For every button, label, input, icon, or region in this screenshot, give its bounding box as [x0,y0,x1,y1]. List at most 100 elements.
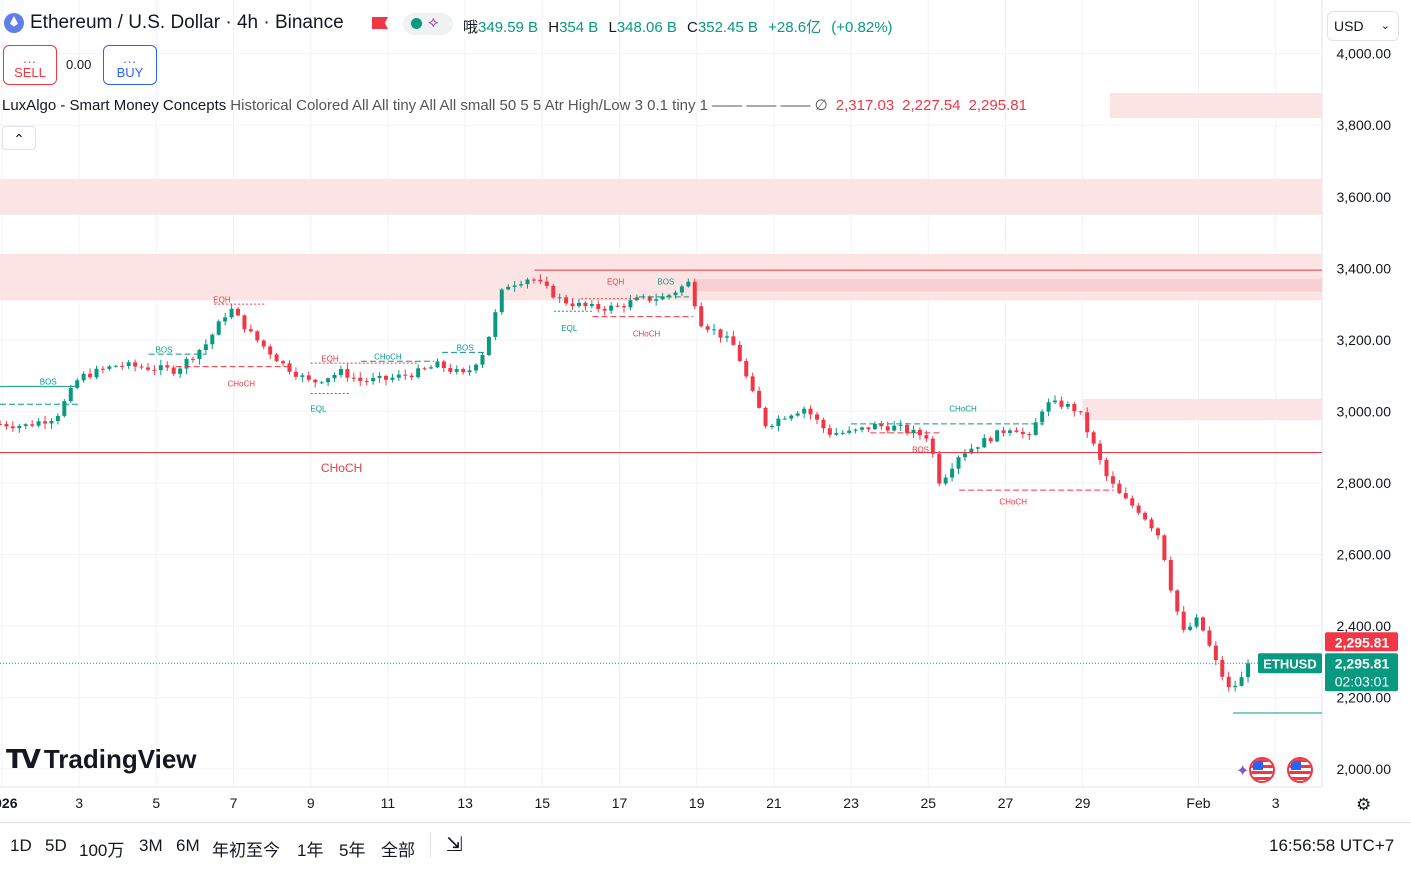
candle-body [165,365,170,368]
ohlc-change-percent: (+0.82%) [831,19,893,36]
alert-price-text: 2,295.81 [1335,634,1390,650]
candle-body [158,365,163,371]
last-price-badge [1325,653,1398,692]
candle-body [467,370,472,373]
candle-body [120,365,125,367]
us-event-flag-icon[interactable] [1249,757,1275,783]
range-1y-button[interactable]: 1年 [297,841,324,860]
range-3m-button[interactable]: 3M [139,836,163,855]
us-event-flag-icon[interactable] [1287,757,1313,783]
flag-icon[interactable] [372,17,388,29]
price-chart[interactable]: CHoCH BOS BOS CHoCH EQH EQH CHoCH EQL BOS EQH BOS E… [0,0,1411,822]
currency-label: USD [1334,18,1364,34]
last-price-text: 2,295.81 [1335,655,1390,671]
smc-supply-zone [1082,398,1322,421]
smc-label: CHoCH [633,329,661,338]
candle-body [461,369,466,373]
candle-body [377,375,382,378]
candle-body [248,329,253,332]
range-6m-button[interactable]: 6M [176,836,200,855]
candle-body [615,305,620,307]
time-axis-label: 3 [75,795,83,811]
range-ytd-button[interactable]: 年初至今 [212,841,280,860]
candle-body [1168,560,1173,591]
range-all-button[interactable]: 全部 [381,841,415,860]
candle-body [190,358,195,360]
symbol-label-text: ETHUSD [1263,656,1316,671]
price-axis-label: 4,000.00 [1337,46,1392,62]
candle-body [409,375,414,378]
candle-body [815,414,819,420]
candle-body [647,296,652,301]
collapse-legend-button[interactable]: ⌃ [2,126,36,150]
candle-body [1091,432,1096,444]
candle-body [1213,645,1218,660]
candle-body [1117,483,1122,494]
range-5y-button[interactable]: 5年 [339,841,366,860]
smc-label: EQL [310,404,327,413]
ohlc-change-value: +28.6亿 [768,19,822,36]
candle-body [724,336,729,338]
candle-body [358,377,363,382]
candle-body [486,336,491,356]
candle-body [782,418,787,420]
tradingview-logo[interactable]: TV TradingView [6,744,197,775]
candle-body [667,295,672,297]
price-axis-label: 3,200.00 [1337,332,1392,348]
candle-body [679,286,684,293]
candle-body [686,281,691,287]
ethereum-logo-icon [4,13,24,33]
share-nodes-icon[interactable]: ⟡ [428,14,439,31]
candle-body [171,367,176,374]
currency-select[interactable]: USD ⌄ [1327,11,1399,41]
candle-body [557,297,562,299]
candle-body [261,340,266,347]
symbol-label-badge [1258,653,1322,674]
go-to-date-icon[interactable]: ⇲ [446,834,463,856]
candle-body [416,368,421,378]
candle-body [364,381,369,383]
candle-body [36,421,41,426]
range-1d-button[interactable]: 1D [10,836,32,855]
indicator-value: 2,295.81 [968,96,1027,114]
sell-button[interactable]: ... SELL [3,45,57,85]
candle-body [313,379,318,383]
tradingview-wordmark: TradingView [43,744,197,774]
indicator-params: Historical Colored All All tiny All All … [230,97,828,114]
candle-body [1053,400,1058,403]
smc-label: EQH [607,277,625,286]
price-axis-label: 3,800.00 [1337,117,1392,133]
time-axis-label: 3 [1272,795,1280,811]
chevron-down-icon: ⌄ [1380,20,1390,32]
candle-body [731,336,736,345]
symbol-title: Ethereum / U.S. Dollar · 4h · Binance [30,12,344,33]
candle-body [81,373,86,381]
range-1m-button[interactable]: 100万 [79,841,125,860]
utc-clock[interactable]: 16:56:58 UTC+7 [1269,836,1395,855]
candle-body [525,279,530,285]
range-5d-button[interactable]: 5D [45,836,67,855]
candle-body [1078,411,1083,413]
candle-body [55,415,60,422]
candle-body [705,326,710,330]
candle-body [795,413,800,416]
chart-settings-icon[interactable]: ⚙ [1356,795,1372,814]
indicator-legend[interactable]: LuxAlgo - Smart Money Concepts Historica… [2,93,1035,117]
smc-label: BOS [40,378,57,387]
candle-body [480,355,485,365]
tradingview-mark-icon: TV [6,744,41,775]
candle-body [30,424,35,426]
candle-body [576,302,581,307]
smc-supply-zone [696,279,1322,292]
candle-body [178,368,183,374]
price-axis-label: 3,600.00 [1337,189,1392,205]
candle-body [126,362,131,366]
candle-body [712,329,717,331]
price-axis-label: 2,000.00 [1337,761,1392,777]
indicator-name: LuxAlgo - Smart Money Concepts [2,96,227,114]
buy-button[interactable]: ... BUY [103,45,157,85]
ohlc-high-value: 354 B [559,19,599,36]
time-axis-label: 19 [689,795,705,811]
symbol-header[interactable]: Ethereum / U.S. Dollar · 4h · Binance [4,12,344,34]
smc-label: EQH [213,295,231,304]
